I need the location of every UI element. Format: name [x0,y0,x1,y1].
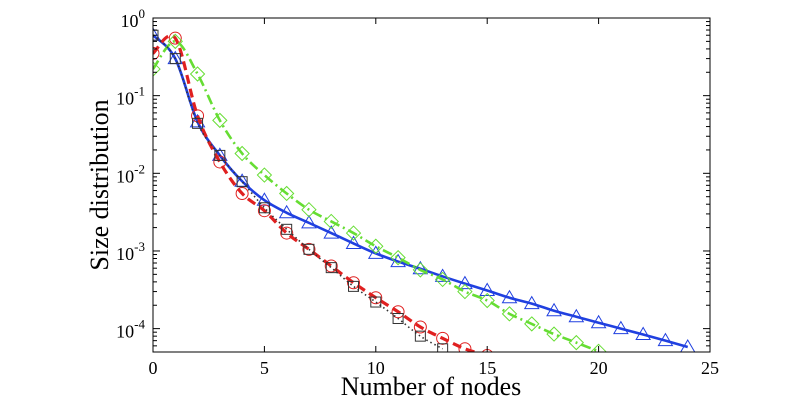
triangle-marker [345,235,362,249]
triangle-marker [613,320,629,335]
triangle-marker [301,214,317,229]
y-tick-label: 100 [121,6,146,31]
series-square [153,29,449,352]
triangle-marker [323,225,340,239]
diamond-marker [590,343,607,352]
series-line [153,40,600,352]
series-line [153,34,444,350]
square-marker [281,223,293,235]
y-tick-label: 10-3 [116,239,145,264]
y-tick-label: 10-4 [116,317,145,342]
series-layer [153,27,696,352]
diamond-marker [368,238,384,254]
triangle-marker [568,308,585,323]
triangle-marker [412,260,429,275]
circle-marker [347,276,361,290]
diamond-marker [301,201,317,218]
square-marker [392,313,404,325]
square-marker [325,262,337,274]
diamond-marker [234,145,250,162]
circle-marker [302,242,316,256]
circle-marker [458,342,472,352]
circle-marker [324,259,338,273]
triangle-marker [635,326,652,341]
diamond-marker [546,326,562,342]
triangle-marker [367,245,384,259]
triangle-marker [256,192,273,206]
plot-background [153,18,710,352]
x-tick-label: 5 [260,358,269,378]
square-marker [192,117,204,129]
triangle-marker [153,27,161,41]
triangle-marker [479,282,496,296]
square-marker [414,330,426,342]
y-tick-label: 10-2 [116,161,145,186]
square-marker [370,296,382,308]
x-tick-label: 15 [478,358,496,378]
x-tick-label: 20 [590,358,608,378]
triangle-marker [523,295,540,310]
diamond-marker [390,249,406,266]
diamond-marker [434,271,451,288]
triangle-marker [546,302,562,317]
diamond-marker [153,61,161,77]
square-marker [169,53,181,65]
y-axis-label: Size distribution [85,99,114,270]
triangle-marker [501,289,518,304]
diamond-marker [568,334,585,351]
diamond-marker [345,225,362,241]
diamond-marker [167,33,183,50]
diamond-marker [501,306,518,322]
square-marker [348,280,360,292]
circle-marker [280,226,294,240]
y-tick-label: 10-1 [116,84,145,109]
triangle-marker [657,332,674,347]
square-marker [214,149,226,161]
x-tick-label: 0 [149,358,158,378]
diamond-marker [457,283,473,300]
circle-marker [168,31,182,45]
circle-marker [413,320,427,334]
square-marker [437,343,449,352]
diamond-marker [412,262,429,278]
triangle-marker [590,314,607,329]
square-marker [258,202,270,214]
circle-marker [436,331,450,345]
square-marker [303,243,315,255]
series-diamond [153,33,607,352]
x-tick-label: 10 [367,358,385,378]
circle-marker [153,46,160,60]
square-marker [153,29,159,41]
triangle-marker [278,204,295,219]
x-tick-label: 25 [701,358,719,378]
diamond-marker [323,213,339,230]
diamond-marker [189,66,206,82]
circle-marker [391,305,405,319]
diamond-marker [524,316,540,332]
x-axis-label: Number of nodes [341,372,522,401]
circle-marker [235,186,249,200]
square-marker [236,176,248,188]
diamond-marker [212,112,228,129]
diamond-marker [278,185,295,202]
axes-layer: 0 5 10 15 20 25 10-4 10-3 10-2 10-1 100 [116,6,719,378]
triangle-marker [457,275,473,290]
diamond-marker [479,292,495,309]
circle-marker [257,204,271,218]
diamond-marker [256,167,273,183]
